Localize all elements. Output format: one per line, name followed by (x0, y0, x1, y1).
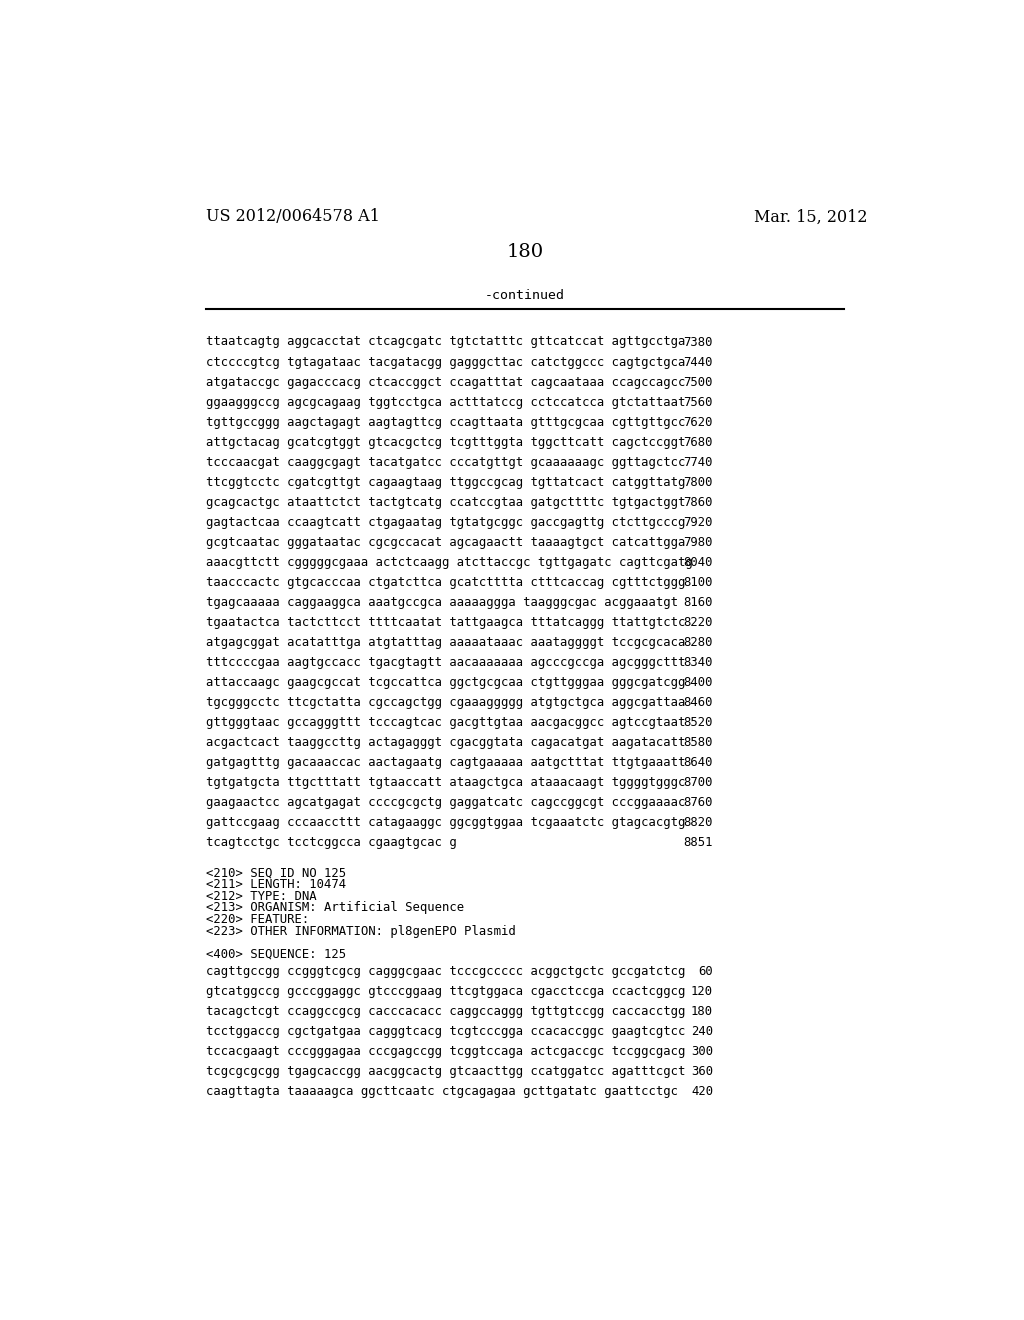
Text: 8820: 8820 (684, 816, 713, 829)
Text: <211> LENGTH: 10474: <211> LENGTH: 10474 (206, 878, 346, 891)
Text: 7740: 7740 (684, 455, 713, 469)
Text: 8760: 8760 (684, 796, 713, 809)
Text: ctccccgtcg tgtagataac tacgatacgg gagggcttac catctggccc cagtgctgca: ctccccgtcg tgtagataac tacgatacgg gagggct… (206, 355, 685, 368)
Text: tcccaacgat caaggcgagt tacatgatcc cccatgttgt gcaaaaaagc ggttagctcc: tcccaacgat caaggcgagt tacatgatcc cccatgt… (206, 455, 685, 469)
Text: 8851: 8851 (684, 836, 713, 849)
Text: atgataccgc gagacccacg ctcaccggct ccagatttat cagcaataaa ccagccagcc: atgataccgc gagacccacg ctcaccggct ccagatt… (206, 376, 685, 388)
Text: <220> FEATURE:: <220> FEATURE: (206, 913, 309, 927)
Text: attgctacag gcatcgtggt gtcacgctcg tcgtttggta tggcttcatt cagctccggt: attgctacag gcatcgtggt gtcacgctcg tcgtttg… (206, 436, 685, 449)
Text: 8640: 8640 (684, 756, 713, 770)
Text: 7440: 7440 (684, 355, 713, 368)
Text: tttccccgaa aagtgccacc tgacgtagtt aacaaaaaaa agcccgccga agcgggcttt: tttccccgaa aagtgccacc tgacgtagtt aacaaaa… (206, 656, 685, 669)
Text: 7560: 7560 (684, 396, 713, 409)
Text: cagttgccgg ccgggtcgcg cagggcgaac tcccgccccc acggctgctc gccgatctcg: cagttgccgg ccgggtcgcg cagggcgaac tcccgcc… (206, 965, 685, 978)
Text: tgtgatgcta ttgctttatt tgtaaccatt ataagctgca ataaacaagt tggggtgggc: tgtgatgcta ttgctttatt tgtaaccatt ataagct… (206, 776, 685, 789)
Text: 120: 120 (691, 985, 713, 998)
Text: gcagcactgc ataattctct tactgtcatg ccatccgtaa gatgcttttc tgtgactggt: gcagcactgc ataattctct tactgtcatg ccatccg… (206, 496, 685, 508)
Text: 300: 300 (691, 1045, 713, 1059)
Text: ttaatcagtg aggcacctat ctcagcgatc tgtctatttc gttcatccat agttgcctga: ttaatcagtg aggcacctat ctcagcgatc tgtctat… (206, 335, 685, 348)
Text: <213> ORGANISM: Artificial Sequence: <213> ORGANISM: Artificial Sequence (206, 902, 464, 915)
Text: tccacgaagt cccgggagaa cccgagccgg tcggtccaga actcgaccgc tccggcgacg: tccacgaagt cccgggagaa cccgagccgg tcggtcc… (206, 1045, 685, 1059)
Text: tgcgggcctc ttcgctatta cgccagctgg cgaaaggggg atgtgctgca aggcgattaa: tgcgggcctc ttcgctatta cgccagctgg cgaaagg… (206, 696, 685, 709)
Text: 180: 180 (506, 243, 544, 261)
Text: US 2012/0064578 A1: US 2012/0064578 A1 (206, 209, 379, 226)
Text: 7920: 7920 (684, 516, 713, 529)
Text: gatgagtttg gacaaaccac aactagaatg cagtgaaaaa aatgctttat ttgtgaaatt: gatgagtttg gacaaaccac aactagaatg cagtgaa… (206, 756, 685, 770)
Text: tcctggaccg cgctgatgaa cagggtcacg tcgtcccgga ccacaccggc gaagtcgtcc: tcctggaccg cgctgatgaa cagggtcacg tcgtccc… (206, 1026, 685, 1039)
Text: <223> OTHER INFORMATION: pl8genEPO Plasmid: <223> OTHER INFORMATION: pl8genEPO Plasm… (206, 924, 515, 937)
Text: 7680: 7680 (684, 436, 713, 449)
Text: 420: 420 (691, 1085, 713, 1098)
Text: gcgtcaatac gggataatac cgcgccacat agcagaactt taaaagtgct catcattgga: gcgtcaatac gggataatac cgcgccacat agcagaa… (206, 536, 685, 549)
Text: <400> SEQUENCE: 125: <400> SEQUENCE: 125 (206, 948, 346, 961)
Text: 8460: 8460 (684, 696, 713, 709)
Text: -continued: -continued (484, 289, 565, 302)
Text: 8160: 8160 (684, 595, 713, 609)
Text: 8040: 8040 (684, 556, 713, 569)
Text: 7980: 7980 (684, 536, 713, 549)
Text: 7620: 7620 (684, 416, 713, 429)
Text: 8520: 8520 (684, 715, 713, 729)
Text: tgagcaaaaa caggaaggca aaatgccgca aaaaaggga taagggcgac acggaaatgt: tgagcaaaaa caggaaggca aaatgccgca aaaaagg… (206, 595, 678, 609)
Text: 7380: 7380 (684, 335, 713, 348)
Text: attaccaagc gaagcgccat tcgccattca ggctgcgcaa ctgttgggaa gggcgatcgg: attaccaagc gaagcgccat tcgccattca ggctgcg… (206, 676, 685, 689)
Text: 180: 180 (691, 1006, 713, 1019)
Text: 240: 240 (691, 1026, 713, 1039)
Text: 7800: 7800 (684, 475, 713, 488)
Text: caagttagta taaaaagca ggcttcaatc ctgcagagaa gcttgatatc gaattcctgc: caagttagta taaaaagca ggcttcaatc ctgcagag… (206, 1085, 678, 1098)
Text: acgactcact taaggccttg actagagggt cgacggtata cagacatgat aagatacatt: acgactcact taaggccttg actagagggt cgacggt… (206, 737, 685, 748)
Text: tcgcgcgcgg tgagcaccgg aacggcactg gtcaacttgg ccatggatcc agatttcgct: tcgcgcgcgg tgagcaccgg aacggcactg gtcaact… (206, 1065, 685, 1078)
Text: ggaagggccg agcgcagaag tggtcctgca actttatccg cctccatcca gtctattaat: ggaagggccg agcgcagaag tggtcctgca actttat… (206, 396, 685, 409)
Text: 8220: 8220 (684, 615, 713, 628)
Text: 8400: 8400 (684, 676, 713, 689)
Text: 8580: 8580 (684, 737, 713, 748)
Text: <210> SEQ ID NO 125: <210> SEQ ID NO 125 (206, 867, 346, 880)
Text: 60: 60 (698, 965, 713, 978)
Text: gaagaactcc agcatgagat ccccgcgctg gaggatcatc cagccggcgt cccggaaaac: gaagaactcc agcatgagat ccccgcgctg gaggatc… (206, 796, 685, 809)
Text: 7500: 7500 (684, 376, 713, 388)
Text: taacccactc gtgcacccaa ctgatcttca gcatctttta ctttcaccag cgtttctggg: taacccactc gtgcacccaa ctgatcttca gcatctt… (206, 576, 685, 589)
Text: tacagctcgt ccaggccgcg cacccacacc caggccaggg tgttgtccgg caccacctgg: tacagctcgt ccaggccgcg cacccacacc caggcca… (206, 1006, 685, 1019)
Text: 7860: 7860 (684, 496, 713, 508)
Text: aaacgttctt cgggggcgaaa actctcaagg atcttaccgc tgttgagatc cagttcgatg: aaacgttctt cgggggcgaaa actctcaagg atctta… (206, 556, 692, 569)
Text: gattccgaag cccaaccttt catagaaggc ggcggtggaa tcgaaatctc gtagcacgtg: gattccgaag cccaaccttt catagaaggc ggcggtg… (206, 816, 685, 829)
Text: Mar. 15, 2012: Mar. 15, 2012 (754, 209, 867, 226)
Text: gagtactcaa ccaagtcatt ctgagaatag tgtatgcggc gaccgagttg ctcttgcccg: gagtactcaa ccaagtcatt ctgagaatag tgtatgc… (206, 516, 685, 529)
Text: 8100: 8100 (684, 576, 713, 589)
Text: tgaatactca tactcttcct ttttcaatat tattgaagca tttatcaggg ttattgtctc: tgaatactca tactcttcct ttttcaatat tattgaa… (206, 615, 685, 628)
Text: gttgggtaac gccagggttt tcccagtcac gacgttgtaa aacgacggcc agtccgtaat: gttgggtaac gccagggttt tcccagtcac gacgttg… (206, 715, 685, 729)
Text: 8280: 8280 (684, 636, 713, 649)
Text: gtcatggccg gcccggaggc gtcccggaag ttcgtggaca cgacctccga ccactcggcg: gtcatggccg gcccggaggc gtcccggaag ttcgtgg… (206, 985, 685, 998)
Text: ttcggtcctc cgatcgttgt cagaagtaag ttggccgcag tgttatcact catggttatg: ttcggtcctc cgatcgttgt cagaagtaag ttggccg… (206, 475, 685, 488)
Text: 360: 360 (691, 1065, 713, 1078)
Text: atgagcggat acatatttga atgtatttag aaaaataaac aaataggggt tccgcgcaca: atgagcggat acatatttga atgtatttag aaaaata… (206, 636, 685, 649)
Text: 8340: 8340 (684, 656, 713, 669)
Text: tcagtcctgc tcctcggcca cgaagtgcac g: tcagtcctgc tcctcggcca cgaagtgcac g (206, 836, 457, 849)
Text: <212> TYPE: DNA: <212> TYPE: DNA (206, 890, 316, 903)
Text: tgttgccggg aagctagagt aagtagttcg ccagttaata gtttgcgcaa cgttgttgcc: tgttgccggg aagctagagt aagtagttcg ccagtta… (206, 416, 685, 429)
Text: 8700: 8700 (684, 776, 713, 789)
